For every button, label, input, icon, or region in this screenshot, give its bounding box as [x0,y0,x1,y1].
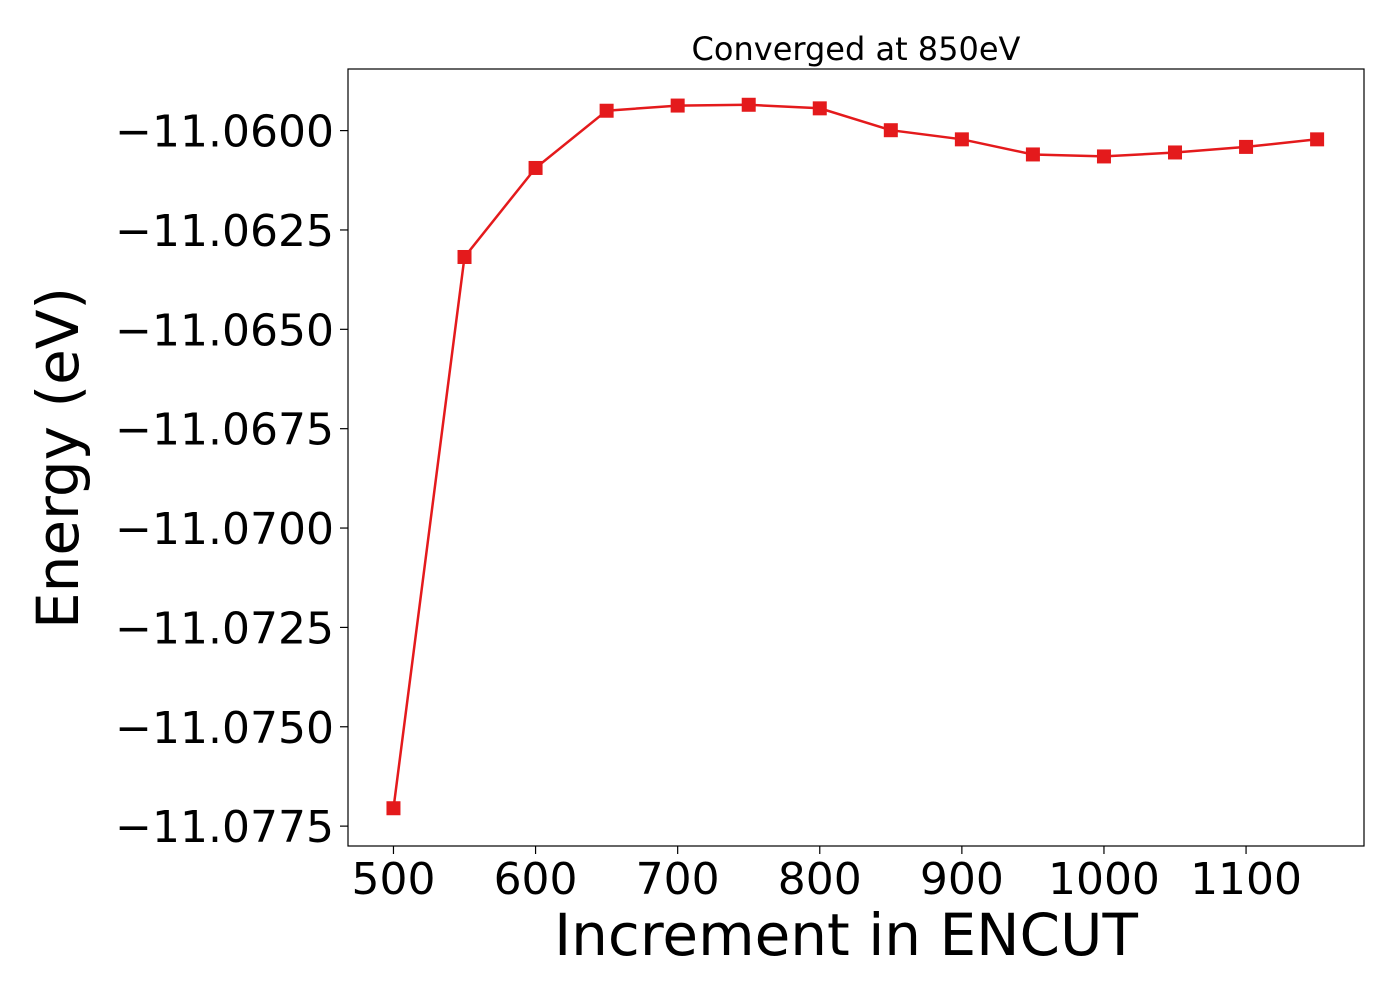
y-tick-label: −11.0775 [115,802,334,853]
data-point [670,98,685,113]
x-tick-label: 1100 [1190,854,1302,905]
x-tick-label: 700 [636,854,720,905]
y-axis-label: Energy (eV) [24,287,92,629]
data-point [741,97,756,112]
data-point [386,801,401,816]
y-tick-label: −11.0625 [115,206,334,257]
plot-frame [347,68,1365,847]
x-tick-label: 1000 [1048,854,1160,905]
y-tick-label: −11.0650 [115,305,334,356]
y-tick-label: −11.0600 [115,107,334,158]
data-point [1168,145,1183,160]
y-axis: −11.0600 −11.0625 −11.0650 −11.0675 −11.0700… [115,107,348,853]
x-tick-label: 600 [494,854,578,905]
data-point [1239,139,1254,154]
y-tick-label: −11.0675 [115,405,334,456]
x-tick-label: 500 [351,854,435,905]
data-point [883,123,898,138]
x-axis: 500 600 700 800 900 1000 1100 [351,846,1302,905]
x-axis-label: Increment in ENCUT [554,901,1138,969]
data-point [599,103,614,118]
y-tick-label: −11.0700 [115,504,334,555]
plot-area [386,97,1325,816]
x-tick-label: 900 [920,854,1004,905]
chart-title: Converged at 850eV [692,30,1021,68]
data-point [528,160,543,175]
data-point [457,249,472,264]
y-tick-label: −11.0725 [115,603,334,654]
data-point [954,132,969,147]
data-point [1025,147,1040,162]
data-point [1310,132,1325,147]
series-line [392,103,1318,809]
data-point [1096,149,1111,164]
data-point [812,101,827,116]
y-tick-label: −11.0750 [115,703,334,754]
x-tick-label: 800 [778,854,862,905]
